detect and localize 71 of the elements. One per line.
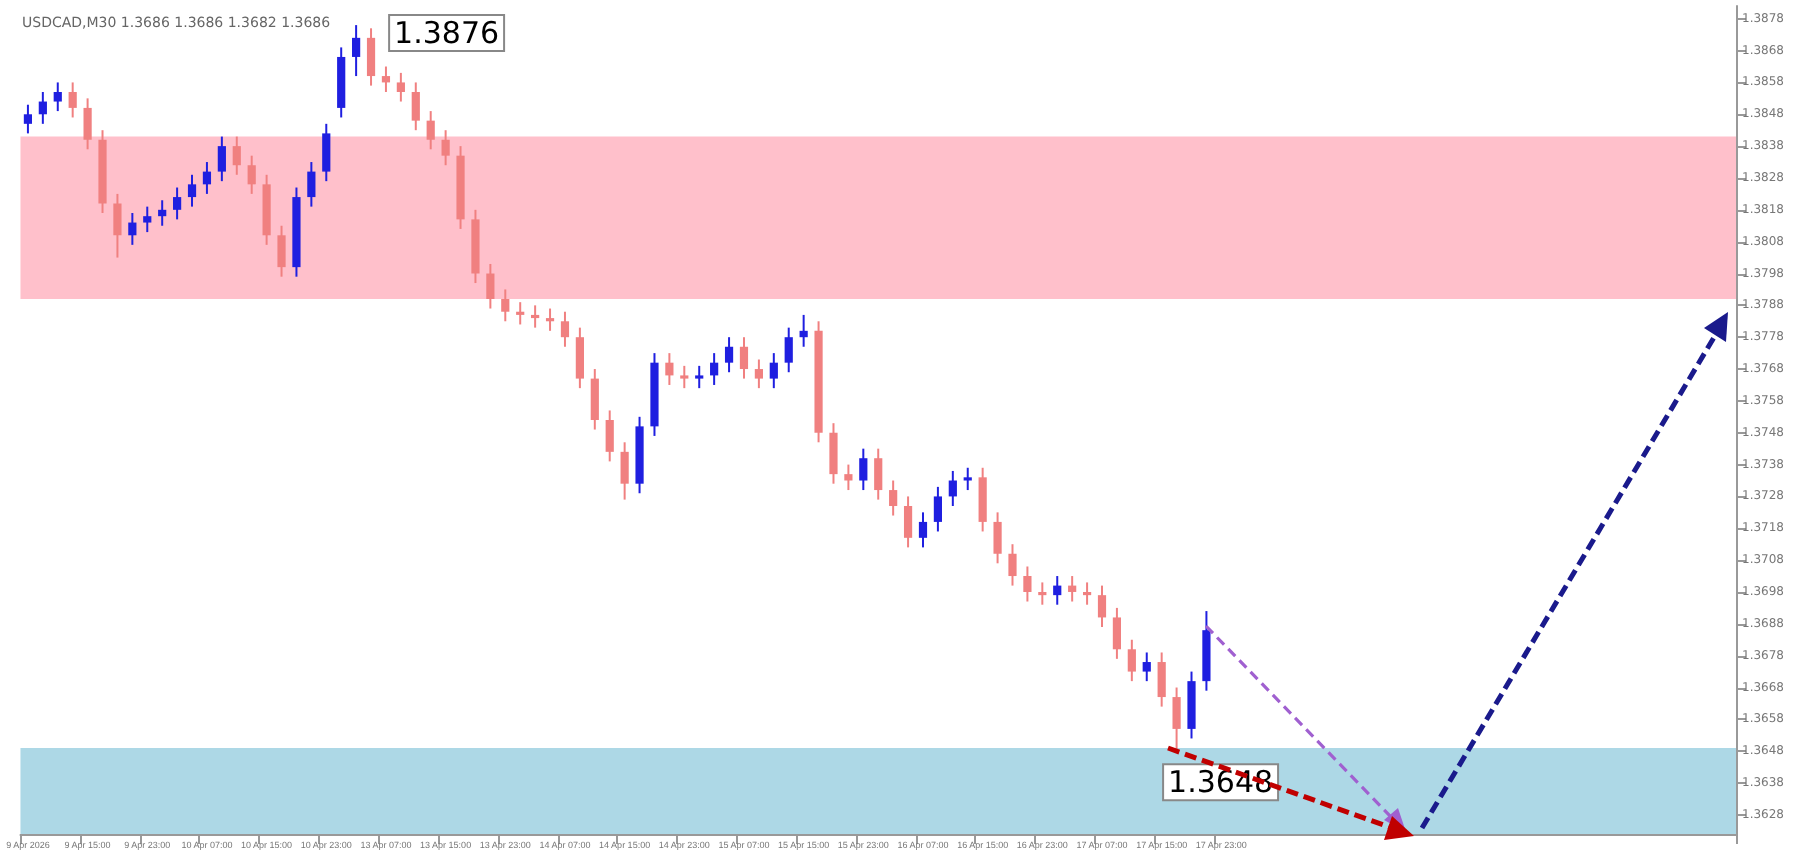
candlestick [307,161,316,208]
candlestick [560,310,570,348]
candlestick [620,441,629,501]
candlestick [993,511,1002,565]
candlestick [575,326,584,390]
candlestick [531,304,540,329]
candlestick [277,224,286,278]
candlestick [516,301,525,326]
candlestick [1097,584,1107,628]
candlestick [889,479,898,517]
candlestick [173,186,182,221]
candlestick [411,81,420,132]
candlestick [799,313,808,348]
candlestick [352,24,361,78]
candlestick [903,495,913,549]
candlestick [441,129,450,167]
candlestick [1082,581,1092,606]
candlestick [1112,606,1122,660]
candlestick [486,262,495,310]
candlestick [366,27,376,87]
candlestick [322,122,331,183]
candlestick [695,364,704,390]
candlestick [1023,565,1032,603]
candlestick [128,212,137,246]
candlestick [724,336,734,374]
candlestick [1187,670,1196,740]
candlestick [23,103,33,135]
candlestick [158,199,167,227]
candlestick [232,135,241,176]
candlestick [426,110,435,151]
candlestick [187,173,197,208]
candlestick [381,65,391,93]
candlestick [1127,638,1136,683]
candlestick [1038,581,1047,606]
candlestick [978,466,987,533]
candlestick [38,90,47,125]
candlestick [590,368,599,431]
candlestick [754,358,763,390]
candlestick [963,466,972,492]
candlestick [545,307,555,332]
candlestick [1157,651,1166,708]
candlestick [68,81,77,119]
candlestick [143,205,152,234]
candlestick [247,154,256,195]
candlestick [396,71,405,103]
candlestick [859,447,868,492]
candlestick [1172,686,1181,753]
candlestick [605,409,614,463]
candlestick [1068,575,1077,603]
candlestick [83,97,92,151]
candlestick [739,336,749,380]
candlestick [202,161,212,195]
candlestick [665,352,674,386]
candlestick [948,469,957,507]
candlestick [680,364,689,390]
candlestick [784,326,793,374]
candlestick [1053,575,1062,606]
candlestick [501,288,510,323]
candlestick [53,81,62,113]
candlestick [1142,651,1151,683]
candlestick [829,422,838,485]
candlestick [918,511,928,549]
candlestick [217,135,226,183]
candlestick [769,352,778,390]
annotation: 1.3876 [394,15,500,52]
candlestick [844,463,853,492]
candlestick [1008,543,1017,587]
candlestick [933,485,943,533]
candlestick [113,192,122,259]
candlestick [874,447,883,501]
candlestick [710,352,719,386]
